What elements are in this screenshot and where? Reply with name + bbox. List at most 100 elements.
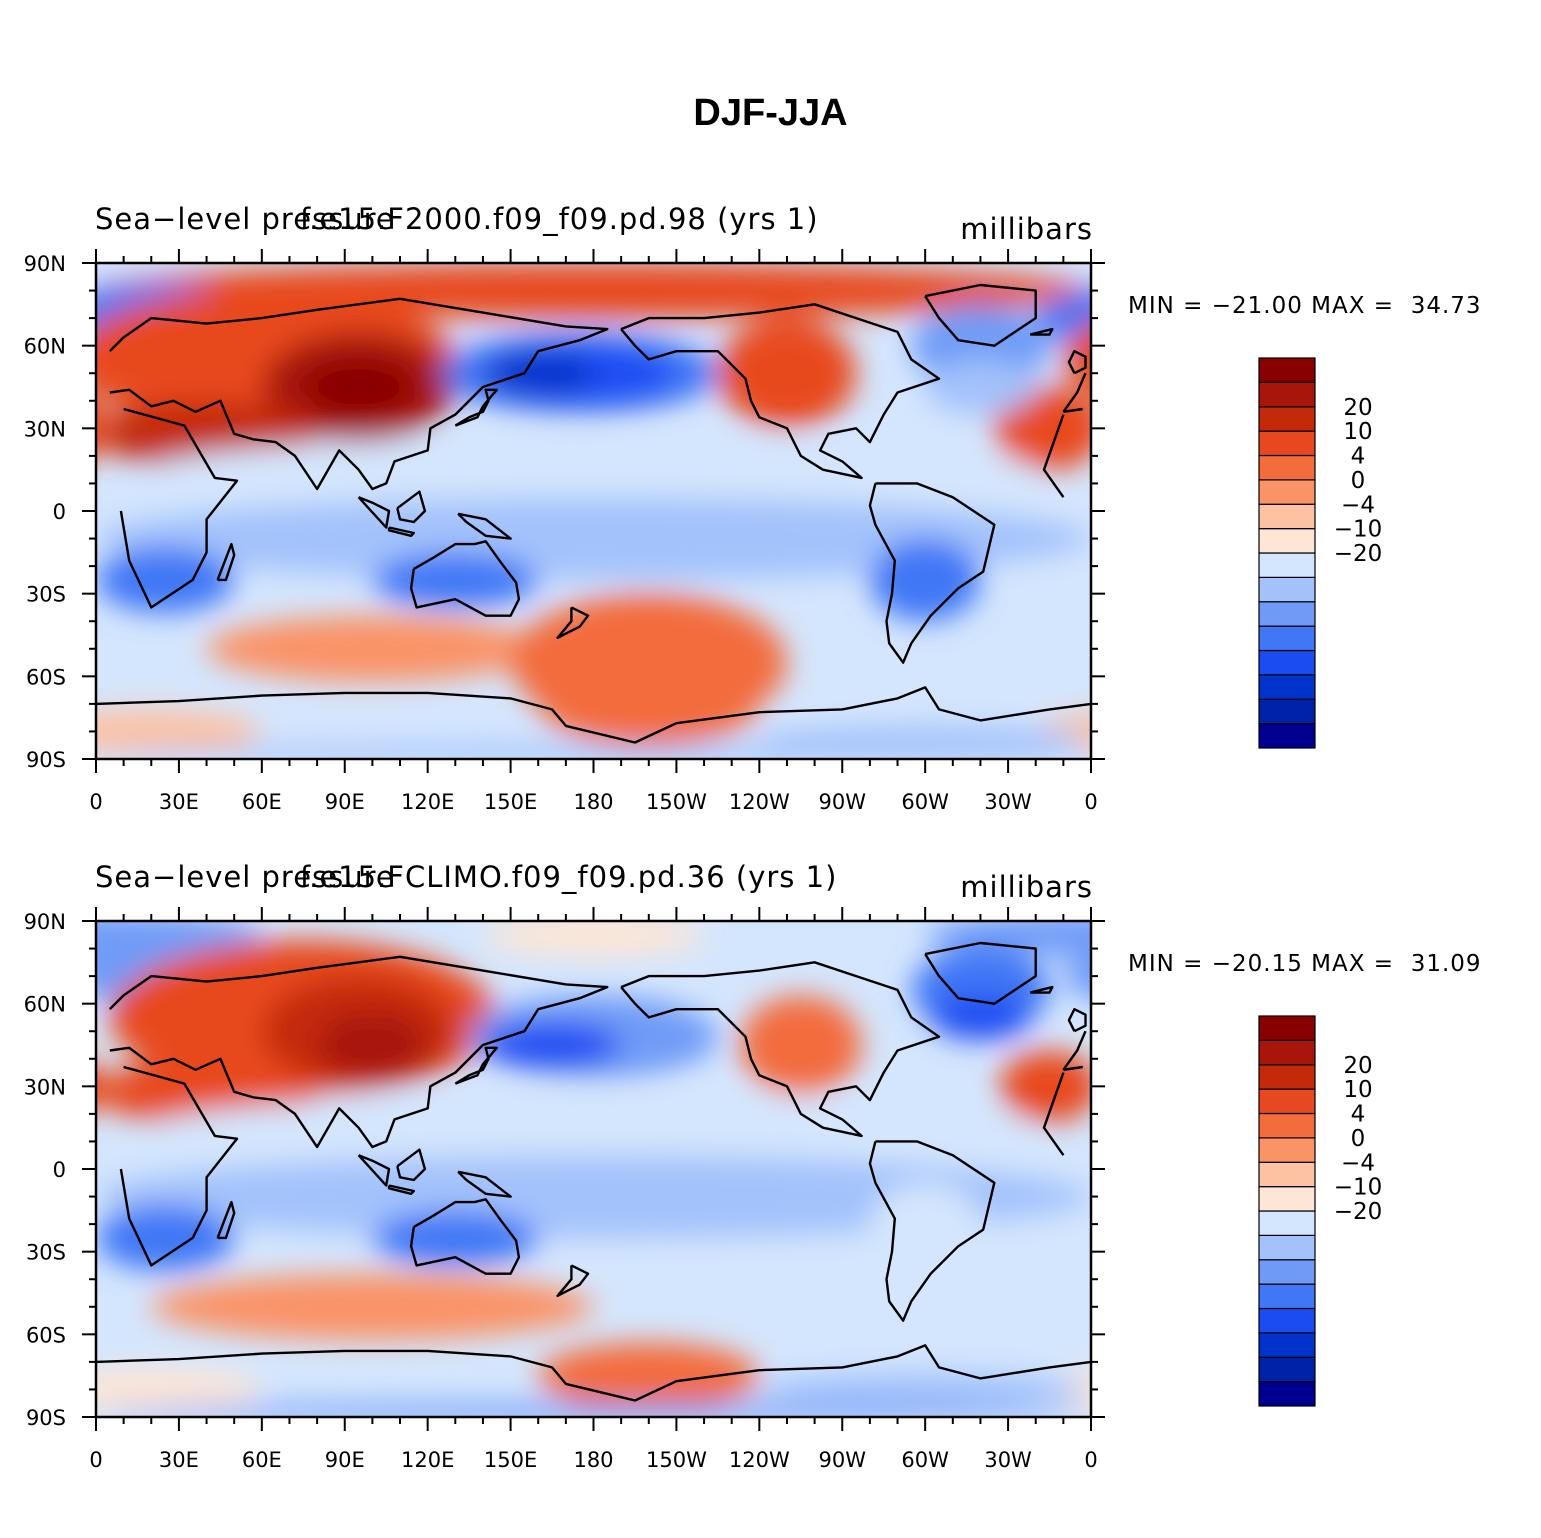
lat-tick-label: 60S bbox=[26, 665, 66, 689]
map-panel-1: Sea−level pressure f.e15.F2000.f09_f09.p… bbox=[0, 180, 1541, 830]
contour-region bbox=[739, 995, 862, 1095]
lat-tick-label: 90N bbox=[24, 252, 66, 276]
coastline bbox=[457, 512, 512, 540]
coastline bbox=[1062, 372, 1087, 413]
colorbar-box bbox=[1258, 1015, 1316, 1041]
lon-tick-label: 120W bbox=[729, 1448, 790, 1472]
coastline bbox=[868, 1140, 996, 1322]
contour-region bbox=[96, 546, 235, 613]
contour-region bbox=[96, 401, 110, 456]
coastline bbox=[1029, 327, 1054, 336]
lon-tick-label: 0 bbox=[1084, 790, 1097, 814]
lon-tick-label: 60W bbox=[901, 1448, 949, 1472]
lon-tick-label: 180 bbox=[573, 1448, 613, 1472]
colorbar-label: −10 bbox=[1334, 1175, 1383, 1201]
colorbar-box bbox=[1258, 1283, 1316, 1310]
coastline bbox=[96, 686, 1091, 744]
lon-tick-label: 0 bbox=[89, 790, 102, 814]
coastline bbox=[387, 526, 415, 537]
coastline bbox=[1063, 407, 1083, 413]
contour-region bbox=[151, 436, 1036, 503]
lon-tick-label: 60W bbox=[901, 790, 949, 814]
coastline bbox=[454, 388, 498, 427]
contour-region bbox=[96, 497, 1091, 580]
case-label: f.e15.FCLIMO.f09_f09.pd.36 (yrs 1) bbox=[300, 860, 838, 894]
contour-region bbox=[96, 1204, 235, 1271]
colorbar-box bbox=[1258, 503, 1316, 530]
coastlines bbox=[96, 283, 1091, 744]
units-label: millibars bbox=[960, 870, 1093, 904]
min-max-label: MIN = −20.15 MAX = 31.09 bbox=[1128, 951, 1482, 977]
coastline bbox=[119, 1065, 239, 1267]
lon-tick-label: 90E bbox=[325, 790, 365, 814]
lon-tick-label: 150W bbox=[646, 790, 707, 814]
units-label: millibars bbox=[960, 212, 1093, 246]
figure-title: DJF-JJA bbox=[693, 92, 848, 134]
contour-region bbox=[151, 1273, 594, 1340]
lon-tick-label: 150E bbox=[484, 1448, 537, 1472]
field-contours bbox=[96, 921, 1091, 1417]
coastline bbox=[556, 1264, 590, 1297]
contour-region bbox=[206, 615, 539, 682]
contour-region bbox=[1035, 712, 1091, 751]
contour-region bbox=[482, 351, 594, 396]
coastline bbox=[119, 407, 239, 609]
lon-tick-label: 60E bbox=[242, 1448, 282, 1472]
colorbar-label: 10 bbox=[1343, 419, 1372, 445]
coastline bbox=[396, 490, 427, 524]
coastline bbox=[620, 961, 941, 1138]
lon-tick-label: 30W bbox=[984, 790, 1032, 814]
colorbar-label: −20 bbox=[1334, 541, 1383, 567]
lon-tick-label: 0 bbox=[89, 1448, 102, 1472]
colorbar-box bbox=[1258, 552, 1316, 578]
contour-region bbox=[96, 1367, 262, 1412]
coastline bbox=[924, 941, 1037, 1005]
colorbar-box bbox=[1258, 1088, 1316, 1115]
contour-region bbox=[482, 921, 705, 957]
map-svg: 0 30E 60E 90E 120E 150E 180 150W 120W 90W 60W 30W 09… bbox=[24, 249, 1383, 814]
lon-tick-label: 30E bbox=[159, 1448, 199, 1472]
coastline bbox=[454, 1046, 498, 1085]
colorbar-box bbox=[1258, 649, 1316, 676]
lat-tick-label: 30N bbox=[24, 1075, 66, 1099]
contour-region bbox=[482, 1022, 622, 1068]
colorbar-label: −10 bbox=[1334, 517, 1383, 543]
coastline bbox=[108, 955, 609, 1149]
coastline bbox=[556, 606, 590, 639]
colorbar-label: 20 bbox=[1343, 395, 1372, 421]
lon-tick-label: 120E bbox=[401, 1448, 454, 1472]
colorbar-box bbox=[1258, 528, 1316, 554]
coastline bbox=[620, 303, 941, 480]
lat-tick-label: 90S bbox=[26, 748, 66, 772]
colorbar-box bbox=[1258, 1234, 1316, 1261]
contour-region bbox=[96, 1403, 1091, 1417]
colorbar-box bbox=[1258, 479, 1316, 505]
colorbar-box bbox=[1258, 723, 1316, 749]
lon-tick-label: 90W bbox=[819, 1448, 867, 1472]
colorbar-box bbox=[1258, 406, 1316, 432]
colorbar-label: −4 bbox=[1341, 1150, 1375, 1176]
lat-tick-label: 60N bbox=[24, 993, 66, 1017]
contour-region bbox=[930, 995, 1031, 1040]
colorbar-box bbox=[1258, 698, 1316, 725]
lat-tick-label: 60S bbox=[26, 1323, 66, 1347]
case-label: f.e15.F2000.f09_f09.pd.98 (yrs 1) bbox=[300, 202, 819, 236]
colorbar-box bbox=[1258, 1186, 1316, 1212]
colorbar-box bbox=[1258, 1137, 1316, 1163]
lon-tick-label: 120W bbox=[729, 790, 790, 814]
lat-tick-label: 0 bbox=[53, 500, 66, 524]
coastline bbox=[409, 1198, 521, 1275]
colorbar-box bbox=[1258, 1332, 1316, 1358]
coastline bbox=[924, 283, 1037, 347]
lon-tick-label: 150W bbox=[646, 1448, 707, 1472]
colorbar-box bbox=[1258, 601, 1316, 627]
coastline bbox=[216, 1200, 236, 1240]
lat-tick-label: 60N bbox=[24, 335, 66, 359]
lat-tick-label: 30S bbox=[26, 583, 66, 607]
contour-region bbox=[869, 1182, 981, 1266]
contour-region bbox=[717, 318, 857, 429]
lon-tick-label: 30W bbox=[984, 1448, 1032, 1472]
coastline bbox=[1063, 1065, 1083, 1071]
contour-region bbox=[1063, 954, 1091, 998]
